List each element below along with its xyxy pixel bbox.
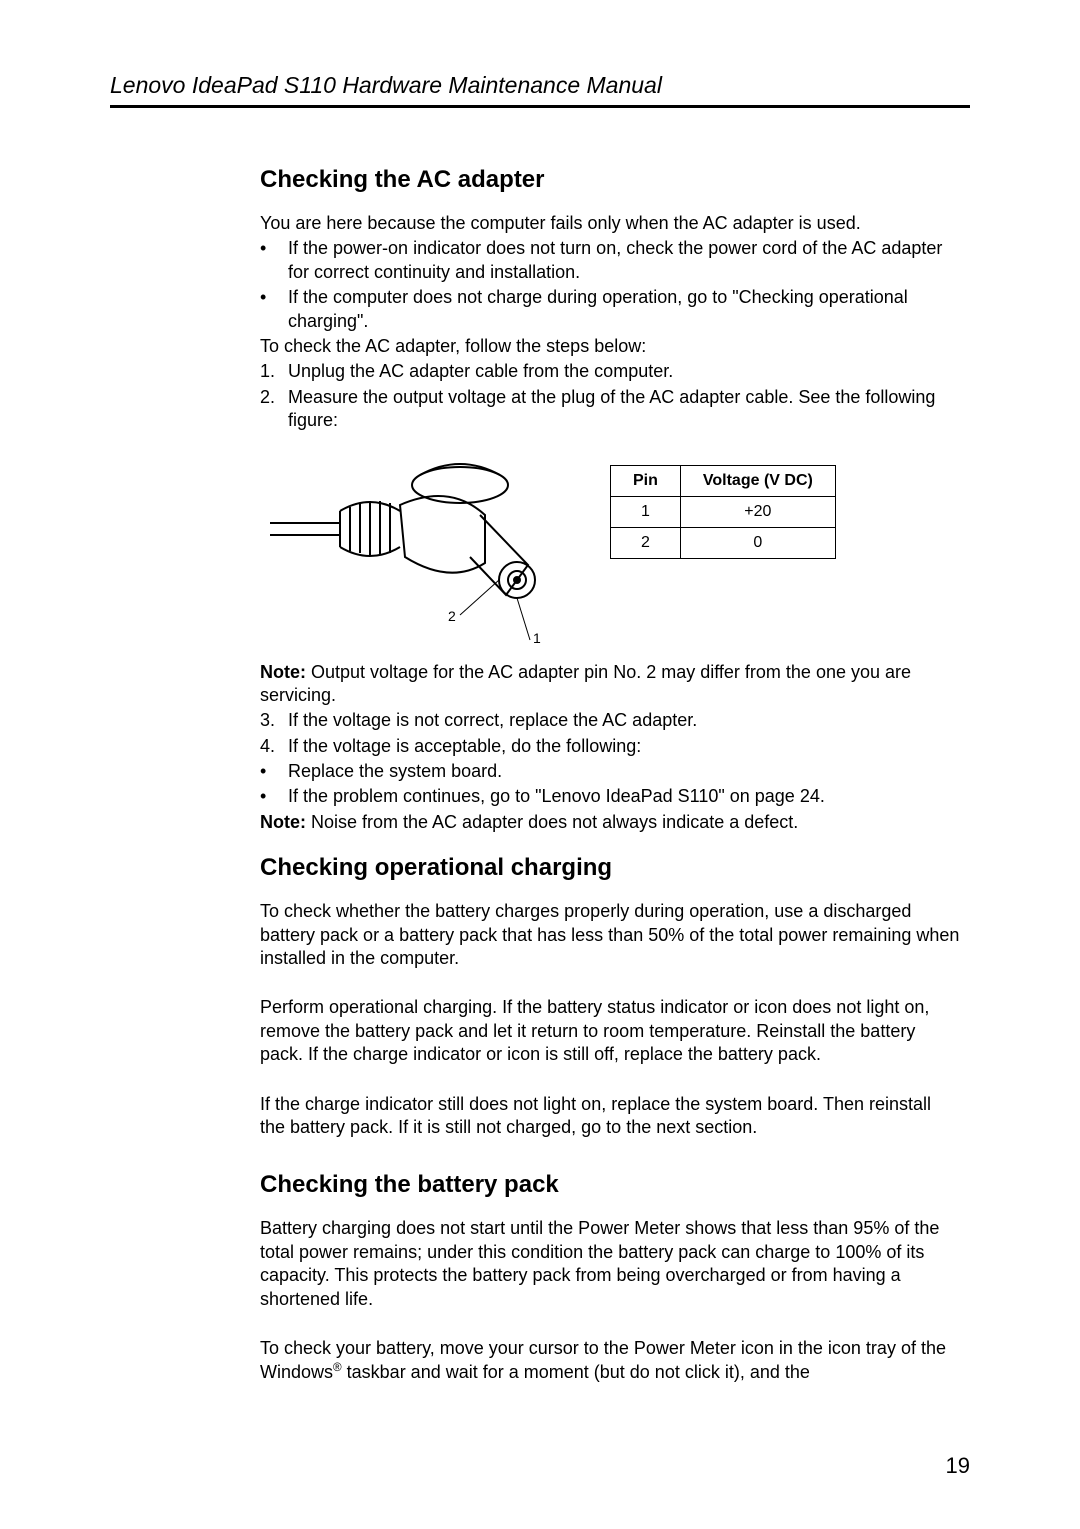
- s1-step-4: 4. If the voltage is acceptable, do the …: [260, 735, 960, 758]
- page-header-title: Lenovo IdeaPad S110 Hardware Maintenance…: [110, 72, 970, 108]
- fig-label-pin2: 2: [448, 608, 456, 624]
- s3-p2: To check your battery, move your cursor …: [260, 1337, 960, 1385]
- s1-follow: To check the AC adapter, follow the step…: [260, 335, 960, 358]
- num-text: Measure the output voltage at the plug o…: [288, 386, 960, 433]
- content-area: Checking the AC adapter You are here bec…: [260, 166, 960, 1385]
- s1-step-2: 2. Measure the output voltage at the plu…: [260, 386, 960, 433]
- s2-p2: Perform operational charging. If the bat…: [260, 996, 960, 1066]
- page-number: 19: [946, 1453, 970, 1479]
- s3-p2-b: taskbar and wait for a moment (but do no…: [342, 1362, 810, 1382]
- num-text: If the voltage is acceptable, do the fol…: [288, 735, 960, 758]
- td-voltage: +20: [680, 496, 835, 527]
- s3-p1: Battery charging does not start until th…: [260, 1217, 960, 1311]
- td-pin: 2: [611, 527, 681, 558]
- num-marker: 4.: [260, 735, 288, 758]
- th-pin: Pin: [611, 465, 681, 496]
- td-voltage: 0: [680, 527, 835, 558]
- table-row: 2 0: [611, 527, 836, 558]
- bullet-marker: •: [260, 760, 288, 783]
- bullet-text: If the problem continues, go to "Lenovo …: [288, 785, 960, 808]
- note-label: Note:: [260, 662, 306, 682]
- num-text: If the voltage is not correct, replace t…: [288, 709, 960, 732]
- s1-step-3: 3. If the voltage is not correct, replac…: [260, 709, 960, 732]
- s1-note2: Note: Noise from the AC adapter does not…: [260, 811, 960, 834]
- s1-after-bullet-2: • If the problem continues, go to "Lenov…: [260, 785, 960, 808]
- bullet-marker: •: [260, 237, 288, 284]
- registered-mark: ®: [333, 1361, 342, 1374]
- s1-after-bullet-1: • Replace the system board.: [260, 760, 960, 783]
- s2-p3: If the charge indicator still does not l…: [260, 1093, 960, 1140]
- s1-step-1: 1. Unplug the AC adapter cable from the …: [260, 360, 960, 383]
- s1-bullet-2: • If the computer does not charge during…: [260, 286, 960, 333]
- num-marker: 2.: [260, 386, 288, 433]
- bullet-marker: •: [260, 785, 288, 808]
- heading-ac-adapter: Checking the AC adapter: [260, 166, 960, 194]
- figure-area: 1 2 Pin Voltage (V DC) 1 +20 2 0: [260, 445, 960, 645]
- note-text: Noise from the AC adapter does not alway…: [306, 812, 798, 832]
- s1-bullet-1: • If the power-on indicator does not tur…: [260, 237, 960, 284]
- ac-adapter-plug-figure: 1 2: [270, 445, 590, 645]
- s2-p1: To check whether the battery charges pro…: [260, 900, 960, 970]
- table-row: 1 +20: [611, 496, 836, 527]
- s1-intro: You are here because the computer fails …: [260, 212, 960, 235]
- th-voltage: Voltage (V DC): [680, 465, 835, 496]
- bullet-text: Replace the system board.: [288, 760, 960, 783]
- num-marker: 3.: [260, 709, 288, 732]
- bullet-text: If the computer does not charge during o…: [288, 286, 960, 333]
- heading-battery-pack: Checking the battery pack: [260, 1171, 960, 1199]
- note-label: Note:: [260, 812, 306, 832]
- bullet-text: If the power-on indicator does not turn …: [288, 237, 960, 284]
- num-marker: 1.: [260, 360, 288, 383]
- note-text: Output voltage for the AC adapter pin No…: [260, 662, 911, 705]
- bullet-marker: •: [260, 286, 288, 333]
- table-header-row: Pin Voltage (V DC): [611, 465, 836, 496]
- s1-note1: Note: Output voltage for the AC adapter …: [260, 661, 960, 708]
- td-pin: 1: [611, 496, 681, 527]
- fig-label-pin1: 1: [533, 630, 541, 645]
- pin-voltage-table: Pin Voltage (V DC) 1 +20 2 0: [610, 465, 836, 559]
- heading-operational-charging: Checking operational charging: [260, 854, 960, 882]
- num-text: Unplug the AC adapter cable from the com…: [288, 360, 960, 383]
